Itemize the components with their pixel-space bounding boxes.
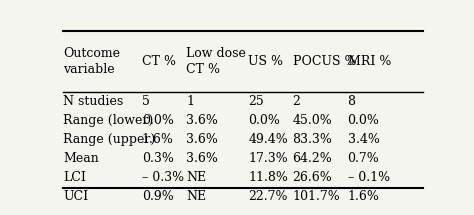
Text: Range (upper): Range (upper) xyxy=(63,133,155,146)
Text: 1: 1 xyxy=(186,95,194,108)
Text: 25: 25 xyxy=(248,95,264,108)
Text: POCUS %: POCUS % xyxy=(292,55,356,68)
Text: – 0.1%: – 0.1% xyxy=(347,171,390,184)
Text: Range (lower): Range (lower) xyxy=(63,114,153,127)
Text: 3.6%: 3.6% xyxy=(186,152,218,165)
Text: 83.3%: 83.3% xyxy=(292,133,332,146)
Text: 3.6%: 3.6% xyxy=(186,114,218,127)
Text: UCI: UCI xyxy=(63,190,88,203)
Text: 0.0%: 0.0% xyxy=(142,114,174,127)
Text: 64.2%: 64.2% xyxy=(292,152,332,165)
Text: 0.0%: 0.0% xyxy=(347,114,380,127)
Text: 0.0%: 0.0% xyxy=(248,114,280,127)
Text: Mean: Mean xyxy=(63,152,99,165)
Text: 3.4%: 3.4% xyxy=(347,133,380,146)
Text: 3.6%: 3.6% xyxy=(186,133,218,146)
Text: NE: NE xyxy=(186,171,206,184)
Text: 49.4%: 49.4% xyxy=(248,133,288,146)
Text: 11.8%: 11.8% xyxy=(248,171,288,184)
Text: 45.0%: 45.0% xyxy=(292,114,332,127)
Text: 1.6%: 1.6% xyxy=(142,133,174,146)
Text: 0.9%: 0.9% xyxy=(142,190,173,203)
Text: 0.7%: 0.7% xyxy=(347,152,379,165)
Text: CT %: CT % xyxy=(142,55,176,68)
Text: 0.3%: 0.3% xyxy=(142,152,174,165)
Text: 26.6%: 26.6% xyxy=(292,171,332,184)
Text: 22.7%: 22.7% xyxy=(248,190,288,203)
Text: NE: NE xyxy=(186,190,206,203)
Text: 101.7%: 101.7% xyxy=(292,190,340,203)
Text: MRI %: MRI % xyxy=(347,55,391,68)
Text: 8: 8 xyxy=(347,95,356,108)
Text: 1.6%: 1.6% xyxy=(347,190,380,203)
Text: – 0.3%: – 0.3% xyxy=(142,171,184,184)
Text: US %: US % xyxy=(248,55,283,68)
Text: LCI: LCI xyxy=(63,171,86,184)
Text: 5: 5 xyxy=(142,95,150,108)
Text: N studies: N studies xyxy=(63,95,123,108)
Text: Outcome
variable: Outcome variable xyxy=(63,47,120,76)
Text: 17.3%: 17.3% xyxy=(248,152,288,165)
Text: Low dose
CT %: Low dose CT % xyxy=(186,47,246,76)
Text: 2: 2 xyxy=(292,95,301,108)
